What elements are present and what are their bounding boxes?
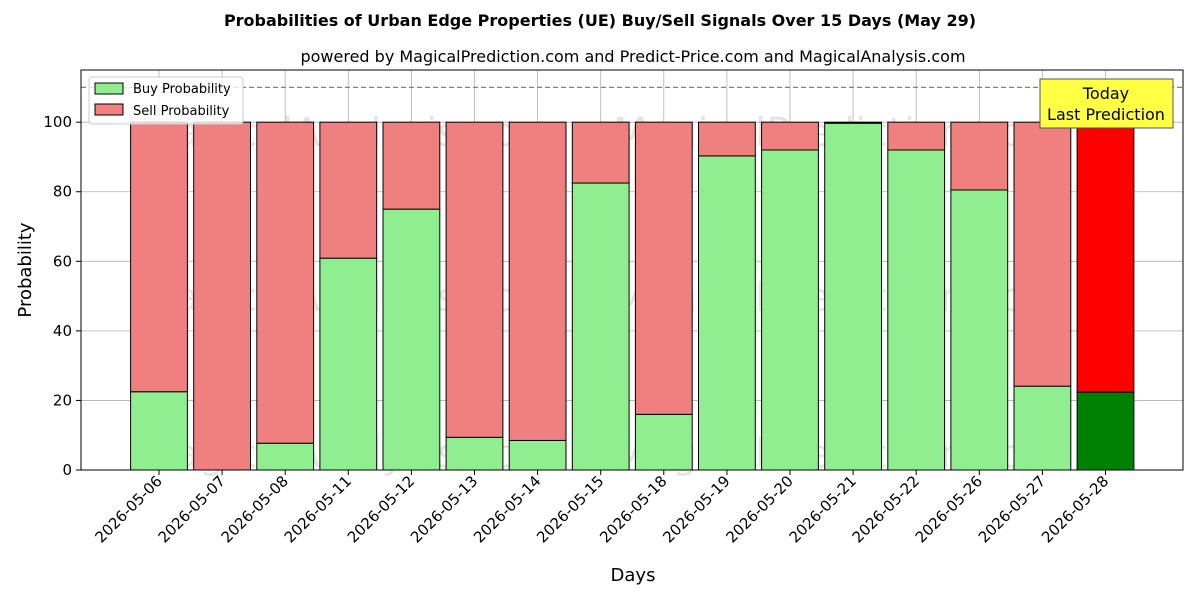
bar-buy [761,149,819,471]
bar-buy [130,391,188,471]
bar-sell [508,121,567,441]
bar-sell [571,121,630,184]
bar-buy [319,257,378,471]
y-tick-label: 60 [53,252,72,270]
bar-sell [382,121,441,210]
bar-sell [761,121,819,151]
y-tick-label: 40 [53,322,72,340]
bar-sell [256,121,315,444]
bar-sell [634,121,693,415]
today-annotation-line1: Today [1082,84,1129,103]
today-annotation-box [1039,78,1174,129]
bar-sell [698,121,756,157]
legend-box [88,76,244,125]
bar-sell [319,121,378,259]
bars-layer [81,86,1183,471]
legend-label-buy: Buy Probability [133,82,231,97]
y-tick-label: 20 [53,391,72,409]
y-tick-label: 0 [62,461,72,479]
y-tick-label: 100 [43,113,72,131]
bar-buy [634,413,693,471]
bar-sell [1013,121,1072,387]
plot-frame [80,69,1184,471]
chart-subtitle: powered by MagicalPrediction.com and Pre… [300,47,965,66]
legend: Buy Probability Sell Probability [88,76,244,125]
bar-sell [1076,121,1135,393]
bar-buy [571,182,630,471]
bar-buy [824,122,882,471]
bar-sell [950,121,1009,191]
today-annotation: Today Last Prediction [1039,78,1174,129]
bar-buy [887,149,946,471]
legend-swatch-sell [94,103,124,116]
bar-buy [950,189,1009,471]
y-axis-label: Probability [15,222,36,317]
bar-buy [1076,391,1135,471]
bar-sell [130,121,188,393]
legend-label-sell: Sell Probability [133,104,230,119]
bar-sell [193,121,251,471]
legend-swatch-buy [94,82,124,95]
bar-sell [824,121,882,124]
bar-buy [445,436,504,471]
bar-buy [698,155,756,471]
today-annotation-line2: Last Prediction [1047,105,1165,124]
bar-buy [256,442,315,471]
bar-buy [508,439,567,471]
x-axis-label: Days [611,565,656,586]
chart-title: Probabilities of Urban Edge Properties (… [224,11,976,30]
bar-buy [382,208,441,471]
bar-sell [445,121,504,438]
bar-sell [887,121,946,151]
y-tick-label: 80 [53,183,72,201]
bar-buy [1013,385,1072,471]
